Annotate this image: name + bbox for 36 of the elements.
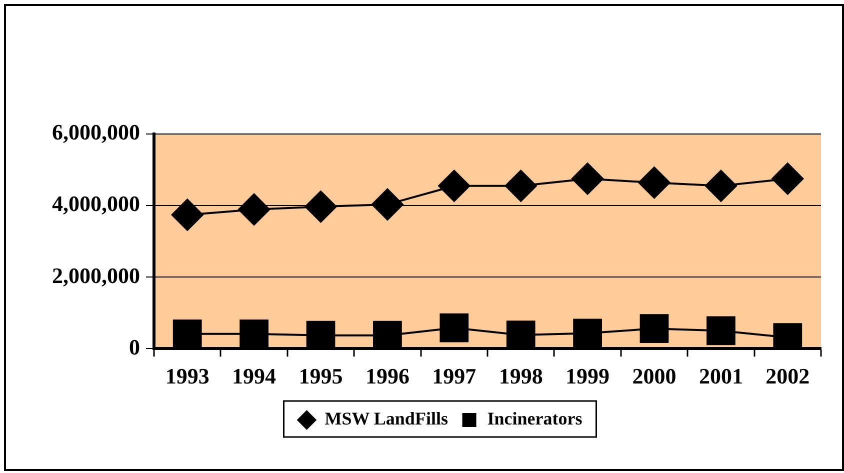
x-tick-label: 1994 (232, 363, 276, 388)
point (238, 193, 270, 226)
point (506, 320, 536, 349)
point (438, 170, 470, 202)
point (504, 170, 537, 202)
x-tick-label: 1996 (365, 363, 410, 388)
x-tick-label: 2000 (632, 363, 676, 388)
point (171, 198, 204, 231)
y-tick-label: 6,000,000 (52, 120, 140, 145)
point (440, 313, 469, 342)
point (373, 320, 402, 349)
legend-label: MSW LandFills (324, 408, 448, 429)
point (371, 188, 404, 220)
point (573, 318, 602, 348)
x-tick-label: 2001 (698, 363, 743, 388)
y-tick-label: 2,000,000 (52, 262, 140, 288)
point (640, 314, 669, 344)
point (172, 320, 202, 348)
point (240, 320, 268, 348)
point (773, 323, 802, 349)
point (304, 190, 337, 223)
x-tick-label: 1999 (566, 363, 610, 388)
x-tick-label: 2002 (766, 363, 810, 388)
point (772, 162, 804, 195)
legend-label: Incinerators (487, 408, 582, 429)
point (638, 166, 670, 199)
point (306, 320, 336, 349)
x-tick-label: 1998 (498, 363, 543, 388)
x-tick-label: 1995 (298, 363, 343, 388)
point (704, 170, 737, 202)
x-tick-label: 1997 (432, 363, 476, 388)
point (706, 316, 736, 346)
x-tick-label: 1993 (165, 363, 210, 388)
y-tick-label: 0 (129, 334, 140, 360)
y-tick-label: 4,000,000 (52, 191, 140, 216)
point (572, 162, 604, 195)
